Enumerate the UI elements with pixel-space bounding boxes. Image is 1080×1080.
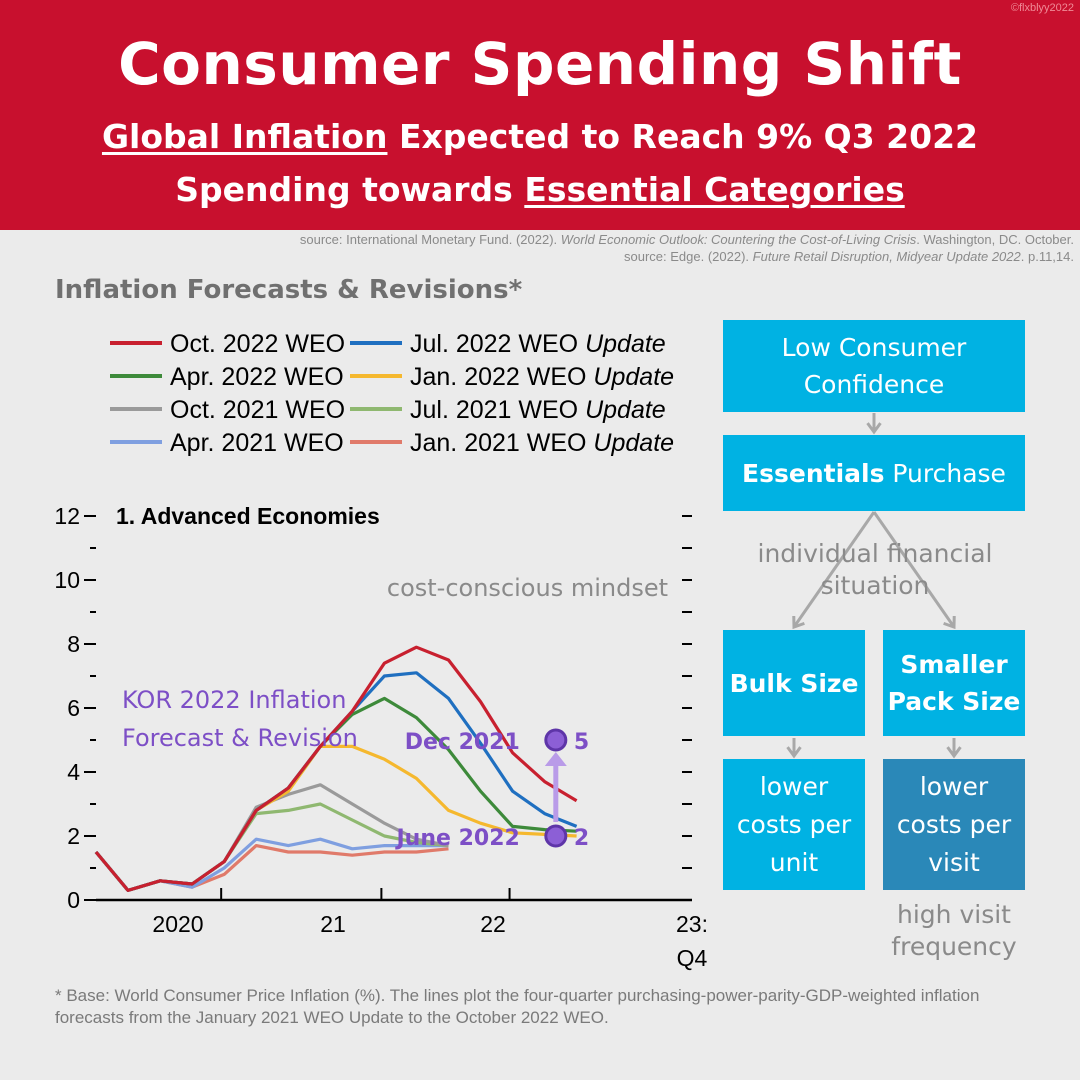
arrow-bulk-to-unit-head xyxy=(786,746,802,759)
note-individual-financial-situation: individual financial situation xyxy=(757,539,993,600)
cost-conscious-mindset-label: cost-conscious mindset xyxy=(387,574,668,602)
header-banner: ©flxblyy2022 Consumer Spending Shift Glo… xyxy=(0,0,1080,230)
y-tick-label: 2 xyxy=(67,823,80,849)
legend-label: Apr. 2021 WEO xyxy=(170,429,344,457)
legend-label: Apr. 2022 WEO xyxy=(170,363,344,391)
credit-text: ©flxblyy2022 xyxy=(1010,2,1074,14)
source-imf-suffix: . Washington, DC. October. xyxy=(916,232,1074,247)
y-tick-label: 12 xyxy=(54,503,80,529)
box-lower-costs-per-unit: lower costs per unit xyxy=(723,759,865,890)
box-lower-costs-per-visit: lower costs per visit xyxy=(883,759,1025,890)
kor-label-line-2: Forecast & Revision xyxy=(122,724,358,752)
page-title: Consumer Spending Shift xyxy=(118,30,962,98)
source-edge-suffix: . p.11,14. xyxy=(1020,249,1074,264)
legend-label: Jul. 2021 WEO Update xyxy=(410,396,666,424)
box-low-consumer-confidence-text: Low Consumer Confidence xyxy=(781,333,967,399)
arrow-smaller-to-visit-head xyxy=(946,746,962,759)
legend-label: Jan. 2022 WEO Update xyxy=(410,363,674,391)
x-tick-label: 23: xyxy=(676,911,708,937)
source-imf-title: World Economic Outlook: Countering the C… xyxy=(560,232,917,247)
arrow-essentials-to-bulk-shaft xyxy=(792,511,876,628)
source-line-edge: source: Edge. (2022). Future Retail Disr… xyxy=(624,249,1074,264)
kor-point-label-1: June 2022 xyxy=(394,826,519,851)
subtitle-line-1-rest: Expected to Reach 9% Q3 2022 xyxy=(387,117,979,156)
box-bulk-size: Bulk Size xyxy=(723,630,865,736)
arrow-essentials-to-smaller-head xyxy=(943,615,956,630)
subtitle-line-1: Global Inflation Expected to Reach 9% Q3… xyxy=(0,117,1080,156)
box-low-consumer-confidence: Low Consumer Confidence xyxy=(723,320,1025,412)
x-tick-label: 21 xyxy=(320,911,346,937)
box-smaller-pack-size: Smaller Pack Size xyxy=(883,630,1025,736)
box-essentials-bold: Essentials xyxy=(742,458,885,488)
source-line-imf: source: International Monetary Fund. (20… xyxy=(300,232,1074,247)
legend-label: Oct. 2022 WEO xyxy=(170,330,345,358)
y-tick-label: 0 xyxy=(67,887,80,913)
legend-label: Jan. 2021 WEO Update xyxy=(410,429,674,457)
source-imf-prefix: source: International Monetary Fund. (20… xyxy=(299,232,561,247)
box-essentials-purchase: Essentials Purchase xyxy=(723,435,1025,511)
box-essentials-rest: Purchase xyxy=(884,458,1006,488)
legend-label: Jul. 2022 WEO Update xyxy=(410,330,666,358)
note-high-visit-frequency: high visit frequency xyxy=(891,900,1017,961)
kor-point-value-1: 2 xyxy=(574,826,589,851)
y-tick-label: 4 xyxy=(67,759,80,785)
chart-heading: Inflation Forecasts & Revisions* xyxy=(55,275,523,305)
box-smaller-pack-size-text: Smaller Pack Size xyxy=(887,650,1021,716)
chart-title: 1. Advanced Economies xyxy=(116,503,380,529)
source-edge-title: Future Retail Disruption, Midyear Update… xyxy=(752,249,1021,264)
kor-point-1 xyxy=(544,824,568,848)
box-bulk-size-text: Bulk Size xyxy=(729,668,859,698)
kor-point-label-0: Dec 2021 xyxy=(405,730,520,755)
x-tick-label: 22 xyxy=(480,911,506,937)
subtitle-global-inflation: Global Inflation xyxy=(101,117,388,156)
x-tick-label: 2020 xyxy=(152,911,203,937)
subtitle-essential-categories: Essential Categories xyxy=(524,170,905,209)
kor-label-line-1: KOR 2022 Inflation xyxy=(122,686,346,714)
subtitle-line-2-rest: Spending towards xyxy=(175,170,525,209)
y-tick-label: 6 xyxy=(67,695,80,721)
footnote: * Base: World Consumer Price Inflation (… xyxy=(55,986,980,1027)
kor-point-value-0: 5 xyxy=(574,730,589,755)
arrow-confidence-to-essentials-head xyxy=(866,422,882,435)
subtitle-line-2: Spending towards Essential Categories xyxy=(0,170,1080,209)
revision-arrow-head xyxy=(544,752,567,766)
kor-point-0 xyxy=(544,728,568,752)
source-edge-prefix: source: Edge. (2022). xyxy=(624,249,753,264)
arrow-essentials-to-bulk-head xyxy=(792,615,805,630)
y-tick-label: 10 xyxy=(54,567,80,593)
box-lower-costs-per-unit-text: lower costs per unit xyxy=(736,771,852,877)
legend-label: Oct. 2021 WEO xyxy=(170,396,345,424)
box-lower-costs-per-visit-text: lower costs per visit xyxy=(896,771,1012,877)
arrow-essentials-to-smaller-shaft xyxy=(872,511,956,628)
x-tick-label: Q4 xyxy=(677,945,708,971)
y-tick-label: 8 xyxy=(67,631,80,657)
series-line-oct-2022-weo xyxy=(94,645,578,893)
